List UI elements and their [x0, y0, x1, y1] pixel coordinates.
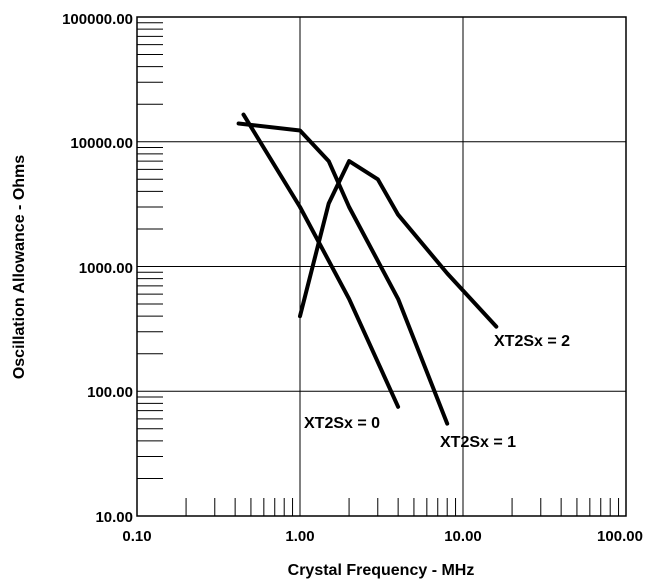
series-lines	[236, 112, 499, 426]
x-axis-title: Crystal Frequency - MHz	[288, 562, 475, 579]
y-tick-label: 100000.00	[62, 11, 133, 28]
series-line-1	[236, 121, 450, 426]
series-label-xt2sx-2: XT2Sx = 2	[494, 333, 570, 350]
series-line-2	[298, 159, 499, 329]
minor-ticks	[137, 22, 620, 516]
x-tick-label: 0.10	[122, 528, 151, 545]
series-label-xt2sx-0: XT2Sx = 0	[304, 415, 380, 432]
x-tick-label: 10.00	[444, 528, 482, 545]
plot-frame	[136, 16, 627, 517]
y-axis-title: Oscillation Allowance - Ohms	[11, 155, 28, 379]
series-line-0	[241, 112, 401, 409]
x-tick-label: 100.00	[597, 528, 643, 545]
series-label-xt2sx-1: XT2Sx = 1	[440, 434, 516, 451]
y-tick-label: 1000.00	[79, 260, 133, 277]
y-tick-label: 10000.00	[70, 135, 133, 152]
y-tick-label: 10.00	[95, 509, 133, 526]
grid	[137, 17, 626, 516]
x-tick-label: 1.00	[285, 528, 314, 545]
y-tick-label: 100.00	[87, 384, 133, 401]
